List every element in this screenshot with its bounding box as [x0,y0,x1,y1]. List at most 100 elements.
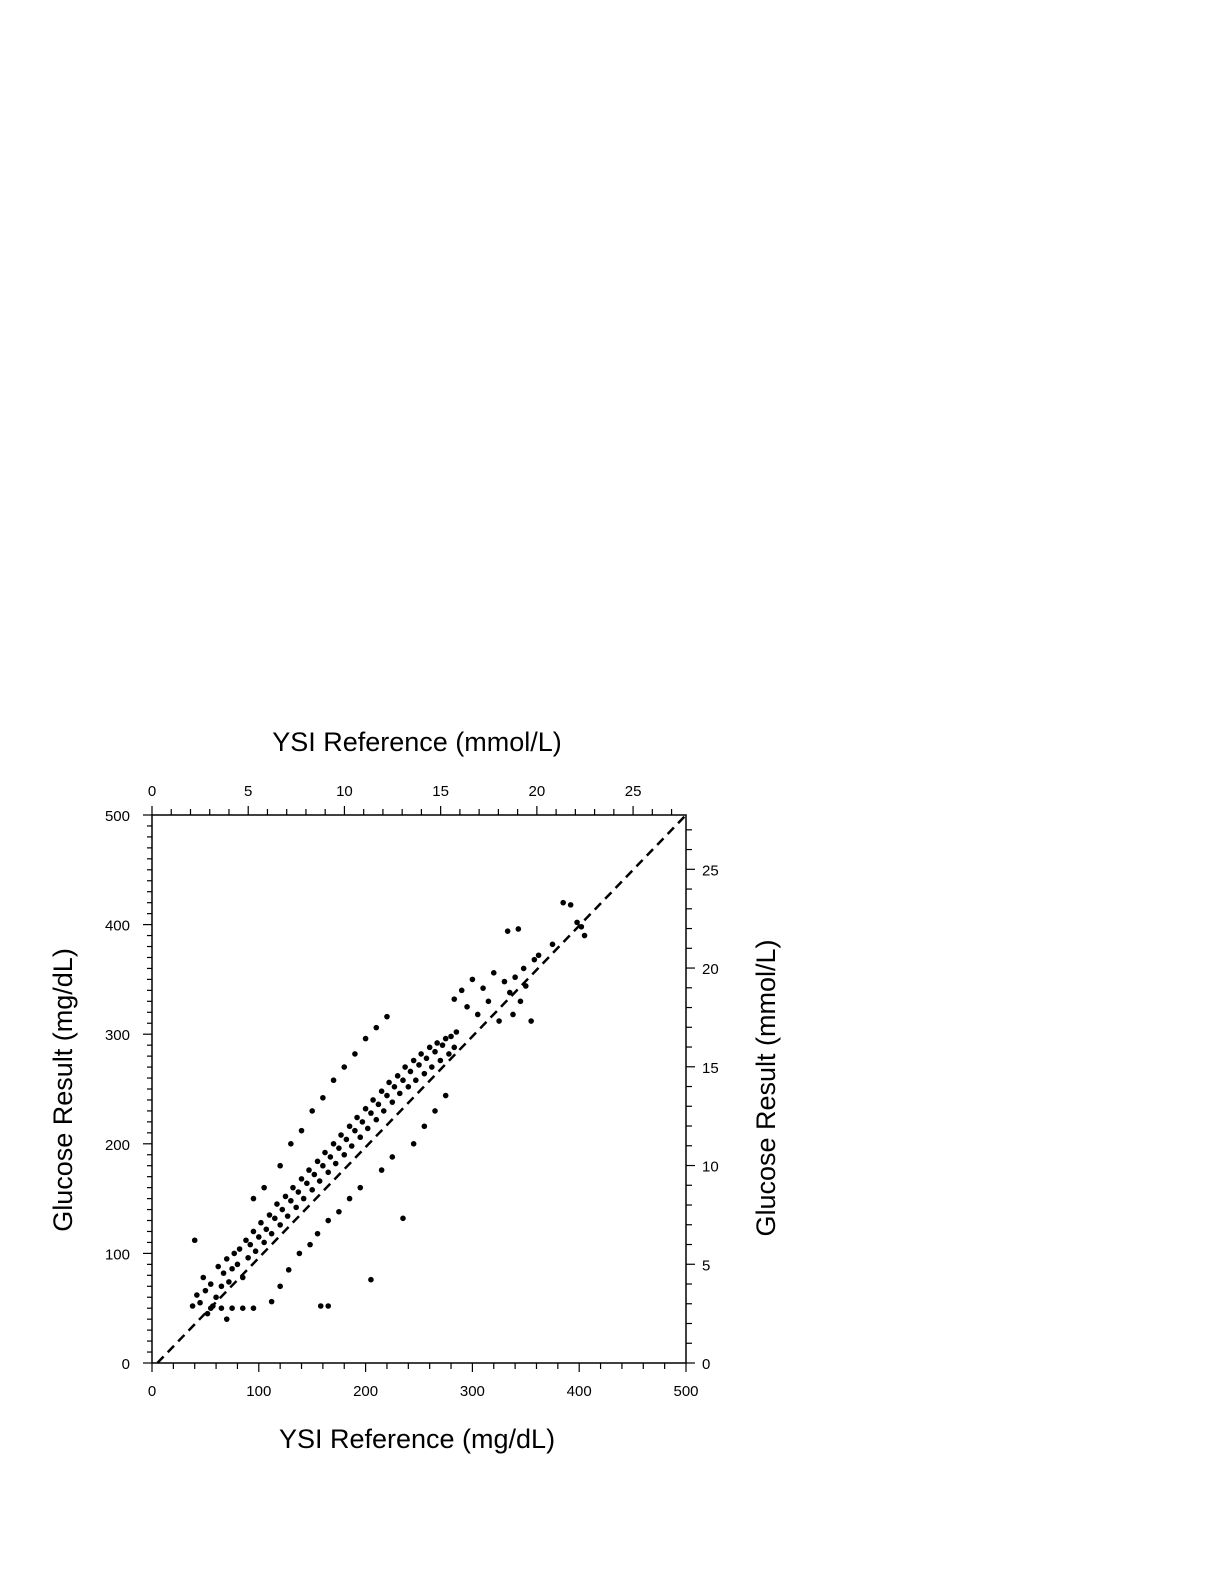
data-point [268,1230,275,1237]
data-point [316,1178,323,1184]
data-point [298,1127,305,1134]
data-point [432,1048,438,1055]
data-point [330,1141,337,1147]
data-point [378,1167,385,1173]
data-point [391,1084,398,1090]
data-point [504,928,511,934]
data-point [429,1064,435,1070]
data-point [338,1132,344,1138]
data-point [250,1195,257,1202]
y-tick-label: 500 [105,808,130,825]
data-point [421,1123,428,1130]
data-point [368,1110,374,1116]
data-point [223,1256,230,1262]
x2-tick-label: 20 [529,783,546,800]
data-point [226,1279,232,1285]
x-tick-label: 300 [460,1383,485,1400]
data-point [458,987,465,994]
data-point [341,1151,348,1158]
data-point [370,1097,376,1103]
data-point [531,956,538,963]
data-point [336,1208,342,1215]
y-tick-label: 400 [105,918,130,935]
data-point [346,1195,353,1202]
data-point [451,996,458,1002]
data-point [298,1176,305,1182]
data-point [255,1234,262,1240]
data-point [423,1055,430,1062]
data-point [220,1270,227,1276]
data-point [314,1158,321,1165]
data-point [247,1241,254,1248]
data-point [229,1265,235,1272]
data-point [453,1029,460,1035]
data-point [272,1215,278,1222]
data-point [434,1040,440,1046]
data-point [418,1051,424,1057]
data-point [373,1116,380,1123]
data-point [416,1062,422,1068]
data-point [250,1305,257,1311]
data-point [464,1004,470,1010]
data-point [560,899,566,906]
data-point [245,1254,251,1261]
data-point [515,926,522,932]
data-point [330,1077,337,1084]
data-point [252,1248,259,1255]
data-point [405,1084,412,1090]
data-point [357,1184,364,1191]
data-point [309,1187,316,1193]
data-point [378,1088,385,1094]
data-point [307,1241,313,1248]
data-point [325,1303,332,1309]
data-point [268,1298,275,1305]
data-point [426,1044,433,1051]
data-point [359,1119,366,1125]
data-point [442,1092,449,1099]
data-point [410,1057,417,1064]
data-point [510,1011,516,1018]
left-axis-title: Glucose Result (mg/dL) [48,948,78,1232]
tick-layer [143,806,695,1372]
data-point [277,1283,283,1290]
data-point [512,974,518,981]
data-point [469,976,476,983]
y2-tick-label: 15 [702,1060,719,1077]
data-point [485,998,492,1005]
data-point [300,1195,307,1202]
y-tick-label: 0 [122,1356,130,1373]
data-point [354,1114,360,1121]
data-point [314,1230,321,1237]
data-point [311,1171,318,1178]
data-point [520,965,527,972]
data-point [442,1035,449,1042]
data-point [567,902,574,908]
x2-tick-label: 15 [432,783,449,800]
data-point [368,1276,374,1283]
data-point [263,1226,270,1233]
data-point [202,1287,209,1294]
data-point [384,1013,390,1020]
x2-tick-label: 5 [244,783,252,800]
data-point [197,1299,203,1306]
data-point [364,1125,371,1132]
data-point [394,1073,401,1079]
data-point [549,941,556,948]
data-point [279,1206,286,1213]
data-point [293,1204,299,1211]
data-point [325,1169,332,1176]
y2-tick-label: 10 [702,1159,719,1176]
data-point [261,1239,267,1246]
data-point [306,1167,312,1173]
y2-tick-label: 0 [702,1356,710,1373]
data-point [501,978,508,985]
data-point [362,1105,369,1112]
plot-frame [151,814,687,1364]
data-point [346,1123,353,1130]
data-point [574,919,580,926]
data-point [496,1018,502,1024]
data-point [320,1162,326,1169]
data-point [304,1180,310,1187]
bottom-axis-title: YSI Reference (mg/dL) [279,1424,555,1454]
